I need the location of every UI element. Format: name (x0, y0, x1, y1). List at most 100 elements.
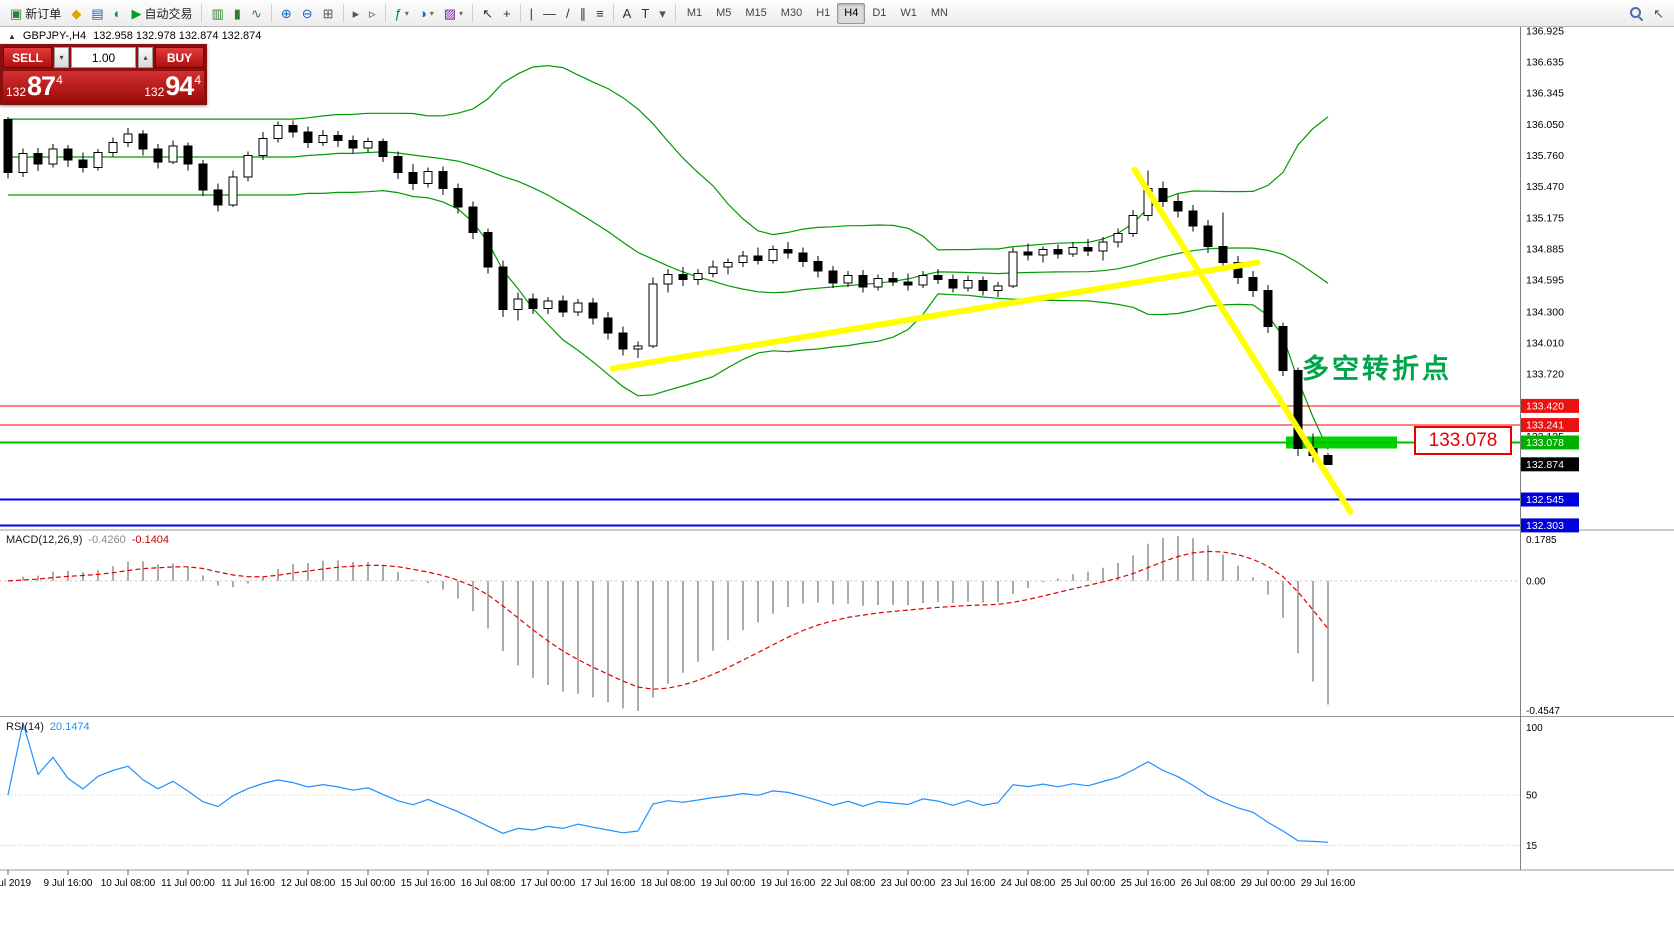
timeframe-m30-button[interactable]: M30 (780, 7, 803, 19)
turning-point-annotation[interactable]: 多空转折点 (1302, 354, 1452, 384)
chart-area[interactable]: 0.1785 0.00 -0.4547 100 50 15 136.925 136.635 13… (0, 27, 1674, 947)
svg-text:29 Jul 00:00: 29 Jul 00:00 (1241, 878, 1296, 889)
svg-text:135.470: 135.470 (1526, 181, 1564, 193)
svg-text:132.303: 132.303 (1526, 520, 1564, 532)
text-label-icon: T (641, 5, 650, 21)
text-button[interactable]: A (618, 2, 637, 25)
bar-chart-icon: ▥ (211, 5, 224, 21)
chart-canvas[interactable]: 0.17850.00-0.45471005015136.925136.63513… (0, 27, 1674, 947)
fibonacci-icon: ≡ (596, 5, 604, 21)
tile-windows-button[interactable]: ⊞ (318, 2, 339, 25)
cursor-arrow-icon: ↖ (1653, 5, 1664, 21)
rsi-name: RSI(14) (6, 721, 44, 733)
zoom-out-button[interactable]: ⊖ (297, 2, 318, 25)
buy-button[interactable]: BUY (155, 47, 204, 68)
templates-button[interactable]: ▨ ▾ (439, 2, 468, 25)
svg-text:136.635: 136.635 (1526, 56, 1564, 68)
svg-text:15 Jul 00:00: 15 Jul 00:00 (341, 878, 396, 889)
market-watch-button[interactable]: ▤ (86, 2, 108, 25)
svg-text:15: 15 (1526, 841, 1538, 852)
svg-text:25 Jul 16:00: 25 Jul 16:00 (1121, 878, 1176, 889)
sell-price[interactable]: 132 87 4 (6, 73, 63, 102)
line-chart-button[interactable]: ∿ (246, 2, 267, 25)
bid-pips: 87 (27, 71, 56, 101)
svg-text:18 Jul 08:00: 18 Jul 08:00 (641, 878, 696, 889)
panel-separators[interactable] (0, 529, 1674, 871)
svg-text:23 Jul 00:00: 23 Jul 00:00 (881, 878, 936, 889)
bid-point: 4 (56, 73, 63, 87)
svg-text:136.345: 136.345 (1526, 88, 1564, 100)
search-icon (1629, 6, 1643, 20)
timeframe-h4-button[interactable]: H4 (837, 2, 866, 24)
volume-input[interactable]: 1.00 (71, 47, 136, 68)
candlestick-chart-button[interactable]: ▮ (229, 2, 246, 25)
svg-text:16 Jul 08:00: 16 Jul 08:00 (461, 878, 516, 889)
autotrading-button[interactable]: ▶ 自动交易 (126, 2, 197, 25)
cursor-button[interactable]: ↖ (477, 2, 498, 25)
level-lines[interactable] (0, 405, 1520, 527)
svg-text:17 Jul 16:00: 17 Jul 16:00 (581, 878, 636, 889)
timeframe-m5-button[interactable]: M5 (716, 7, 732, 19)
sell-button[interactable]: SELL (3, 47, 52, 68)
periods-button[interactable]: ◑ ▾ (414, 2, 439, 25)
svg-text:134.010: 134.010 (1526, 337, 1564, 349)
svg-text:134.300: 134.300 (1526, 306, 1564, 318)
svg-text:0.00: 0.00 (1526, 576, 1546, 587)
timeframe-m1-button[interactable]: M1 (686, 7, 703, 19)
rsi-indicator-label: RSI(14) 20.1474 (6, 721, 90, 733)
arrows-icon: ▾ (659, 5, 666, 21)
svg-text:12 Jul 08:00: 12 Jul 08:00 (281, 878, 336, 889)
arrows-button[interactable]: ▾ (654, 2, 671, 25)
chart-profile-icon: ◆ (71, 5, 82, 21)
new-order-button[interactable]: ▣ 新订单 (5, 2, 66, 25)
search-button[interactable] (1624, 2, 1648, 25)
volume-stepper[interactable]: ▴ (138, 47, 153, 68)
indicators-icon: ƒ (394, 5, 402, 21)
timeframe-d1-button[interactable]: D1 (872, 7, 887, 19)
price-axis[interactable]: 136.925 136.635 136.345 136.050 135.760 135.4… (1520, 27, 1580, 870)
equidistant-channel-button[interactable]: ∥ (575, 2, 592, 25)
svg-text:9 Jul 2019: 9 Jul 2019 (0, 878, 32, 889)
chart-shift-button[interactable]: ▹ (364, 2, 381, 25)
timeframe-h1-button[interactable]: H1 (816, 7, 831, 19)
zoom-in-button[interactable]: ⊕ (276, 2, 297, 25)
bar-chart-button[interactable]: ▥ (206, 2, 228, 25)
trendline-button[interactable]: / (561, 2, 575, 25)
trendlines[interactable] (609, 166, 1354, 515)
price-callout[interactable]: 133.078 (1414, 426, 1512, 455)
toolbar-separator (342, 4, 344, 22)
autotrading-icon: ▶ (131, 5, 142, 21)
vertical-line-icon: | (529, 5, 533, 21)
vertical-line-button[interactable]: | (525, 2, 538, 25)
buy-price[interactable]: 132 94 4 (144, 73, 201, 102)
time-axis[interactable]: 9 Jul 2019 9 Jul 16:00 10 Jul 08:00 11 Jul … (0, 870, 1356, 889)
navigator-button[interactable]: ◐ (109, 2, 127, 25)
fibonacci-button[interactable]: ≡ (591, 2, 609, 25)
navigator-icon: ◐ (113, 5, 122, 21)
yellow-trendline-2 (1131, 166, 1354, 515)
svg-text:136.925: 136.925 (1526, 27, 1564, 37)
timeframe-mn-button[interactable]: MN (930, 7, 948, 19)
svg-text:15 Jul 16:00: 15 Jul 16:00 (401, 878, 456, 889)
bid-prefix: 132 (6, 85, 27, 99)
volume-dropdown-button[interactable]: ▾ (54, 47, 69, 68)
timeframe-w1-button[interactable]: W1 (900, 7, 917, 19)
ask-point: 4 (194, 73, 201, 87)
macd-main-value: -0.4260 (88, 534, 126, 546)
svg-text:133.241: 133.241 (1526, 420, 1564, 432)
svg-text:19 Jul 00:00: 19 Jul 00:00 (701, 878, 756, 889)
indicators-button[interactable]: ƒ ▾ (390, 2, 414, 25)
auto-scroll-button[interactable]: ▸ (348, 2, 365, 25)
collapse-panel-icon[interactable]: ▲ (8, 31, 16, 41)
cursor-arrow-button[interactable]: ↖ (1648, 2, 1669, 25)
crosshair-button[interactable]: + (498, 2, 516, 25)
text-label-button[interactable]: T (636, 2, 654, 25)
toolbar-separator (612, 4, 614, 22)
svg-text:17 Jul 00:00: 17 Jul 00:00 (521, 878, 576, 889)
new-order-button-label: 新订单 (25, 6, 62, 21)
chart-profile-button[interactable]: ◆ (66, 2, 86, 25)
timeframe-m15-button[interactable]: M15 (745, 7, 767, 19)
svg-text:132.545: 132.545 (1526, 494, 1564, 506)
svg-text:50: 50 (1526, 791, 1538, 802)
horizontal-line-button[interactable]: — (538, 2, 561, 25)
